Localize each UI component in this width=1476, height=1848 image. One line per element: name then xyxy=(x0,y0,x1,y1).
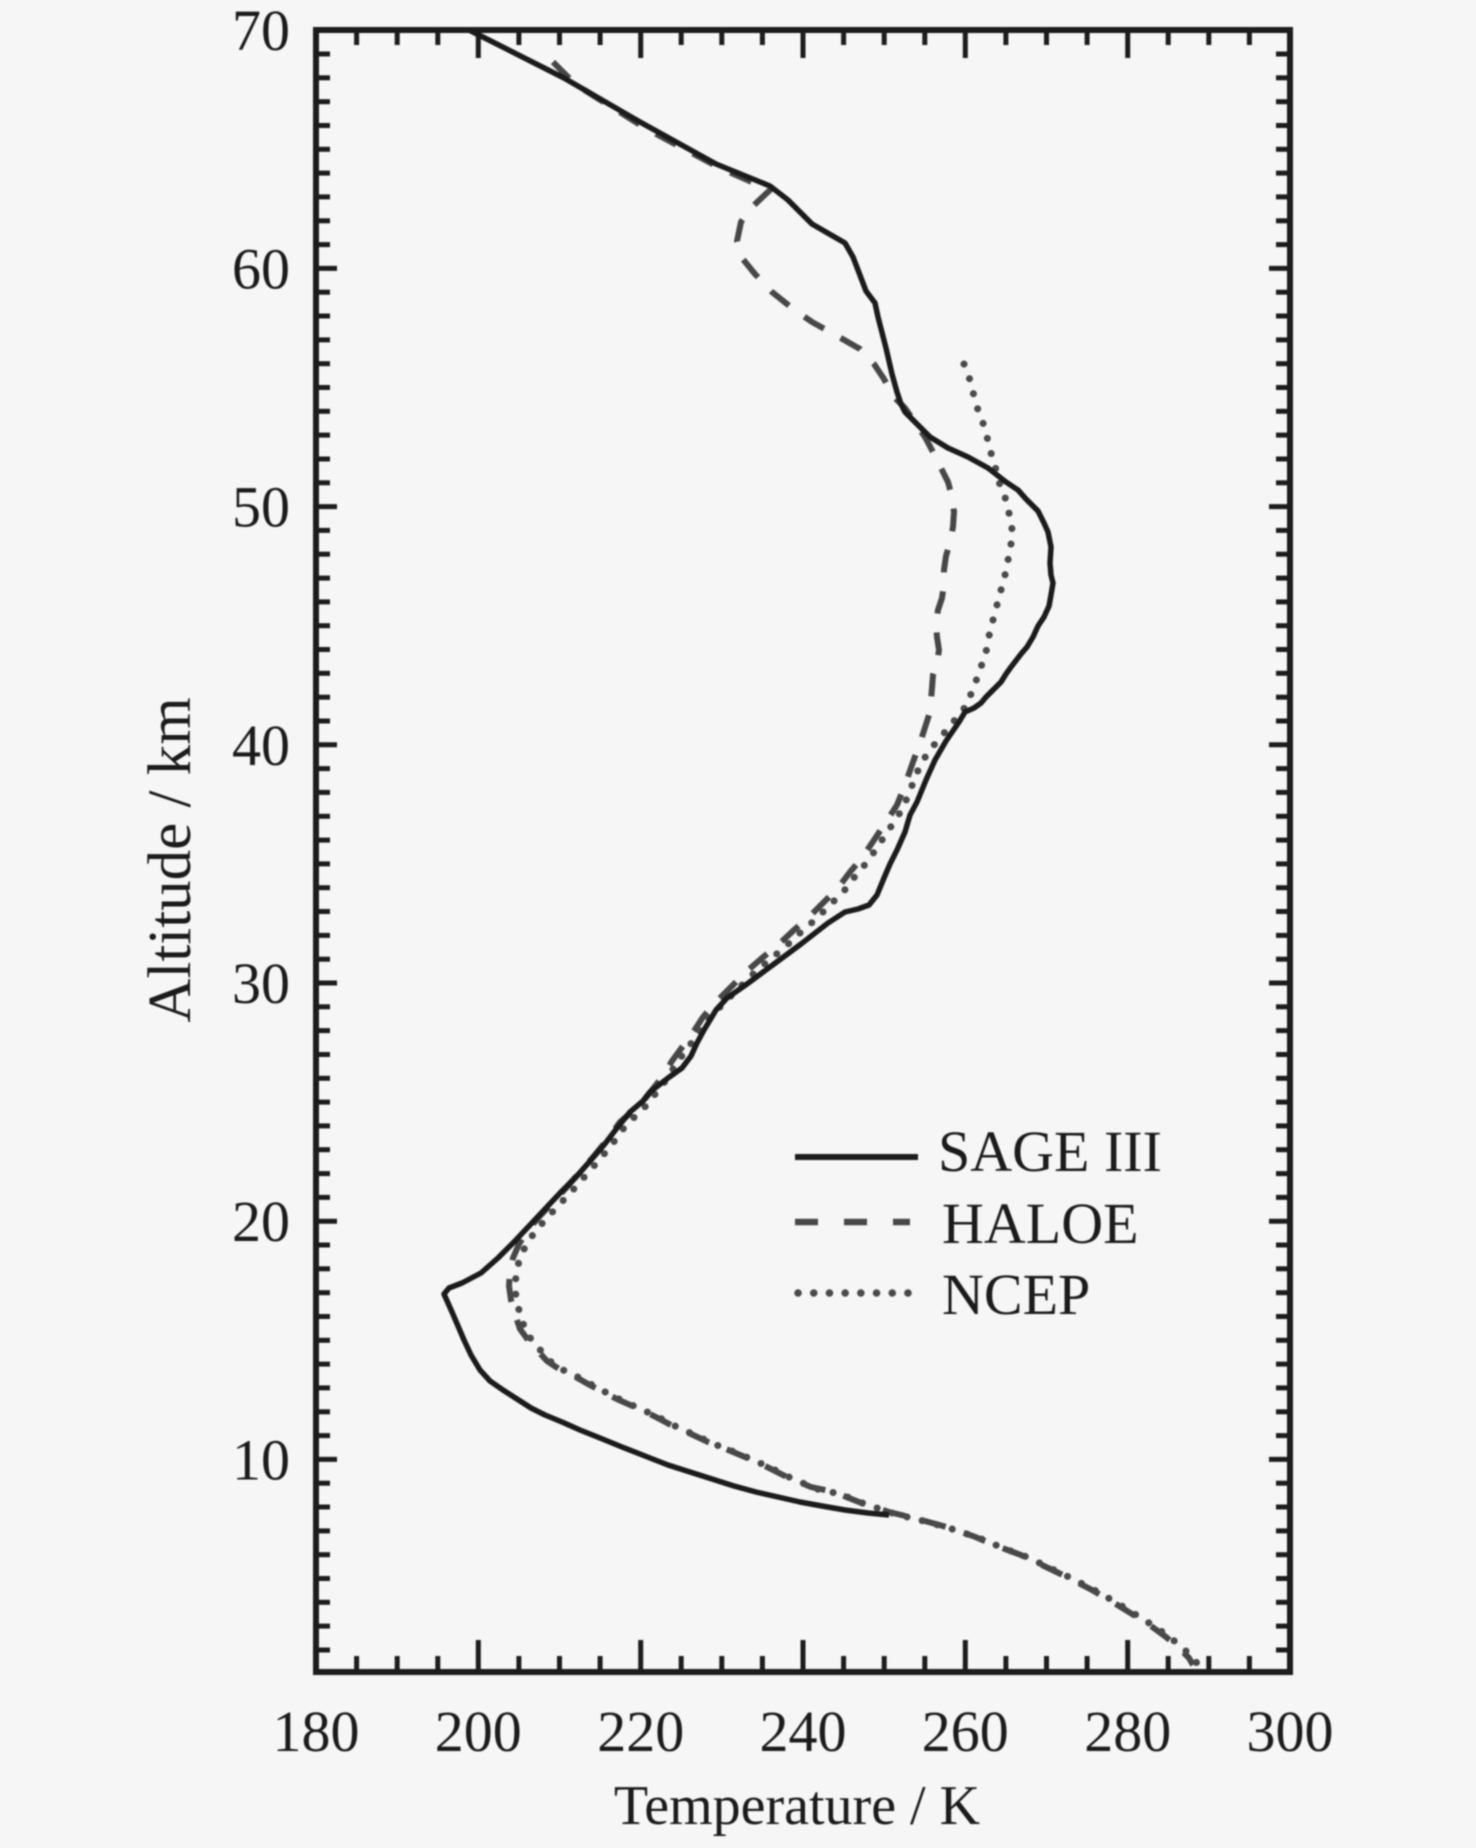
svg-text:280: 280 xyxy=(1084,1699,1171,1764)
svg-text:220: 220 xyxy=(597,1699,684,1764)
svg-text:70: 70 xyxy=(232,0,290,63)
svg-text:20: 20 xyxy=(232,1189,290,1254)
svg-text:50: 50 xyxy=(232,475,290,540)
svg-text:40: 40 xyxy=(232,713,290,778)
svg-text:60: 60 xyxy=(232,236,290,301)
svg-text:260: 260 xyxy=(922,1699,1009,1764)
svg-text:NCEP: NCEP xyxy=(942,1262,1090,1327)
svg-text:Temperature / K: Temperature / K xyxy=(614,1775,980,1837)
svg-text:Altitude / km: Altitude / km xyxy=(137,697,204,1022)
svg-text:300: 300 xyxy=(1247,1699,1334,1764)
svg-text:30: 30 xyxy=(232,951,290,1016)
svg-text:10: 10 xyxy=(232,1427,290,1492)
svg-text:180: 180 xyxy=(273,1699,360,1764)
svg-text:200: 200 xyxy=(435,1699,522,1764)
svg-text:240: 240 xyxy=(760,1699,847,1764)
svg-text:SAGE III: SAGE III xyxy=(938,1119,1162,1184)
svg-text:HALOE: HALOE xyxy=(942,1191,1139,1256)
